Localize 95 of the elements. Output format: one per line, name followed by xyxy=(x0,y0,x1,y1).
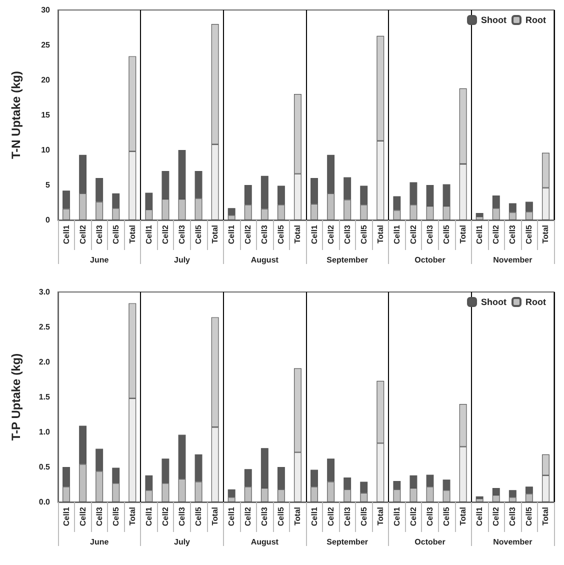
x-tick-label: Total xyxy=(293,507,302,526)
x-tick-label: Cell1 xyxy=(310,506,319,526)
y-tick-label: 10 xyxy=(41,146,51,154)
x-tick-label: Cell1 xyxy=(144,506,154,526)
legend-label: Root xyxy=(526,297,546,307)
x-tick-label: Cell2 xyxy=(78,224,88,244)
y-tick-label: 25 xyxy=(41,40,51,50)
x-tick-label: Total xyxy=(458,507,468,526)
x-tick-label: Cell3 xyxy=(342,506,352,526)
y-tick-label: 20 xyxy=(41,76,51,84)
y-tick-label: 1.0 xyxy=(38,428,51,436)
legend-label: Root xyxy=(526,15,546,25)
x-tick-label: Cell3 xyxy=(94,506,104,526)
x-tick-label: Cell2 xyxy=(244,224,253,244)
x-tick-label: Cell2 xyxy=(492,506,501,526)
y-tick-label: 15 xyxy=(41,110,51,120)
y-tick-label: 0.0 xyxy=(38,498,51,506)
x-tick-label: Cell1 xyxy=(392,506,402,526)
text: October xyxy=(414,256,446,264)
y-tick-label: 3.0 xyxy=(38,288,51,296)
x-tick-label: Total xyxy=(376,225,385,244)
x-tick-label: Cell1 xyxy=(475,224,484,244)
y-axis-title: T-P Uptake (kg) xyxy=(9,353,23,441)
x-tick-label: Total xyxy=(541,507,550,526)
x-tick-label: Cell3 xyxy=(508,506,518,526)
x-tick-label: Cell5 xyxy=(524,506,534,526)
y-tick-label: 0 xyxy=(46,216,51,224)
x-tick-label: Cell5 xyxy=(442,506,452,526)
text: June xyxy=(90,538,110,546)
x-tick-label: Cell5 xyxy=(524,224,534,244)
x-tick-label: Cell5 xyxy=(359,506,368,526)
y-tick-label: 1.5 xyxy=(38,392,51,402)
x-tick-label: Total xyxy=(376,507,385,526)
y-axis-title: T-N Uptake (kg) xyxy=(9,70,23,160)
x-tick-label: Cell2 xyxy=(326,224,336,244)
x-tick-label: Cell5 xyxy=(276,224,286,244)
x-tick-label: Cell2 xyxy=(244,506,253,526)
x-tick-label: Cell2 xyxy=(408,506,418,526)
y-tick-label: 2.5 xyxy=(38,322,51,332)
x-tick-label: Cell2 xyxy=(326,506,336,526)
x-tick-label: Total xyxy=(210,225,220,244)
legend-label: Shoot xyxy=(481,15,507,25)
bar xyxy=(476,216,484,220)
x-tick-label: Cell3 xyxy=(178,506,186,526)
x-tick-label: Total xyxy=(458,225,468,244)
x-tick-label: Cell3 xyxy=(260,224,270,244)
text: September xyxy=(326,538,368,546)
x-tick-label: Cell3 xyxy=(508,224,518,244)
text: July xyxy=(174,538,191,546)
text: September xyxy=(326,256,368,264)
x-tick-label: Cell3 xyxy=(94,224,104,244)
x-tick-label: Cell2 xyxy=(160,224,170,244)
bar xyxy=(476,213,484,216)
text: November xyxy=(493,256,532,264)
x-tick-label: Cell1 xyxy=(227,224,236,244)
x-tick-label: Cell3 xyxy=(426,506,434,526)
x-tick-label: Cell1 xyxy=(62,224,71,244)
text: August xyxy=(250,256,279,264)
y-tick-label: 2.0 xyxy=(38,358,51,366)
x-tick-label: Cell3 xyxy=(178,224,186,244)
x-tick-label: Total xyxy=(541,225,550,244)
y-tick-label: 30 xyxy=(41,6,51,14)
x-tick-label: Total xyxy=(128,225,137,244)
x-tick-label: Total xyxy=(293,225,302,244)
text: July xyxy=(174,256,191,264)
x-tick-label: Cell5 xyxy=(194,506,204,526)
text: August xyxy=(250,538,279,546)
x-tick-label: Total xyxy=(210,507,220,526)
x-tick-label: Cell5 xyxy=(442,224,452,244)
x-tick-label: Cell2 xyxy=(78,506,88,526)
x-tick-label: Cell2 xyxy=(160,506,170,526)
x-tick-label: Cell2 xyxy=(408,224,418,244)
x-tick-label: Cell3 xyxy=(426,224,434,244)
x-tick-label: Cell5 xyxy=(194,224,204,244)
x-tick-label: Cell1 xyxy=(227,506,236,526)
text: June xyxy=(90,256,110,264)
x-tick-label: Cell1 xyxy=(475,506,484,526)
x-tick-label: Cell5 xyxy=(111,506,120,526)
x-tick-label: Cell1 xyxy=(310,224,319,244)
x-tick-label: Cell3 xyxy=(342,224,352,244)
x-tick-label: Cell5 xyxy=(276,506,286,526)
bar xyxy=(476,498,484,502)
x-tick-label: Cell1 xyxy=(392,224,402,244)
x-tick-label: Cell5 xyxy=(359,224,368,244)
x-tick-label: Cell1 xyxy=(62,506,71,526)
text: November xyxy=(493,538,532,546)
legend-label: Shoot xyxy=(481,297,507,307)
x-tick-label: Cell3 xyxy=(260,506,270,526)
x-tick-label: Cell2 xyxy=(492,224,501,244)
y-tick-label: 5 xyxy=(46,180,51,190)
x-tick-label: Cell1 xyxy=(144,224,154,244)
x-tick-label: Total xyxy=(128,507,137,526)
text: October xyxy=(414,538,446,546)
x-tick-label: Cell5 xyxy=(111,224,120,244)
y-tick-label: 0.5 xyxy=(38,462,51,472)
